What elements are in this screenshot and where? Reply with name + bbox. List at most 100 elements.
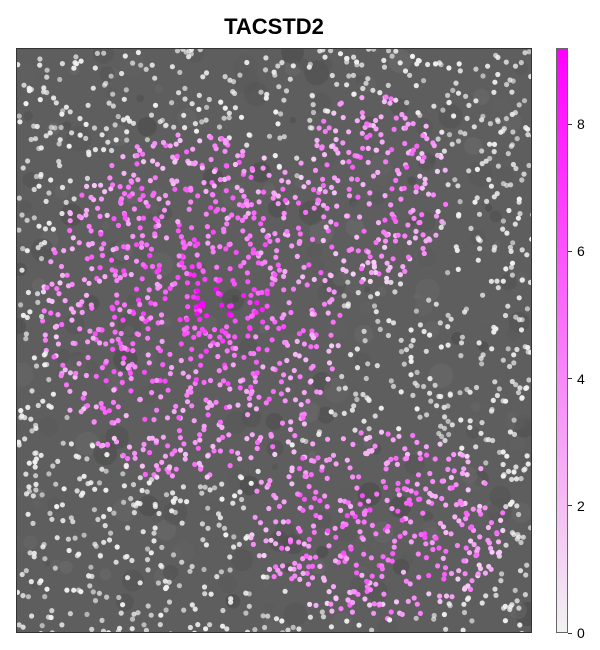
cell-spot	[114, 277, 120, 284]
cell-spot	[412, 235, 418, 241]
cell-spot	[35, 299, 41, 305]
cell-spot	[121, 499, 127, 505]
cell-spot	[177, 69, 183, 75]
cell-spot	[191, 161, 198, 167]
cell-spot	[106, 630, 111, 632]
cell-spot	[32, 450, 38, 456]
cell-spot	[511, 417, 517, 423]
cell-spot	[290, 286, 297, 292]
cell-spot	[253, 359, 259, 365]
cell-spot	[94, 50, 100, 56]
cell-spot	[281, 499, 287, 505]
cell-spot	[373, 309, 379, 315]
cell-spot	[184, 280, 191, 286]
cell-spot	[210, 443, 216, 449]
cell-spot	[122, 215, 128, 221]
cell-spot	[478, 355, 484, 361]
cell-spot	[342, 385, 348, 391]
cell-spot	[264, 347, 270, 353]
cell-spot	[509, 476, 515, 482]
cell-spot	[389, 211, 395, 217]
cell-spot	[148, 112, 155, 118]
cell-spot	[446, 99, 452, 105]
cell-spot	[227, 404, 233, 410]
cell-spot	[59, 210, 65, 217]
cell-spot	[461, 558, 467, 564]
cell-spot	[278, 111, 284, 117]
cell-spot	[118, 610, 124, 616]
cell-spot	[241, 193, 247, 199]
cell-spot	[365, 498, 372, 504]
cell-spot	[297, 576, 303, 583]
cell-spot	[517, 385, 523, 391]
cell-spot	[477, 534, 483, 540]
cell-spot	[420, 245, 426, 252]
cell-spot	[279, 315, 285, 321]
cell-spot	[287, 537, 294, 543]
cell-spot	[260, 364, 266, 370]
cell-spot	[510, 78, 516, 84]
cell-spot	[156, 267, 162, 273]
cell-spot	[128, 496, 134, 502]
cell-spot	[313, 602, 319, 609]
cell-spot	[129, 616, 136, 622]
cell-spot	[526, 162, 531, 169]
cell-spot	[137, 501, 143, 507]
cell-spot	[394, 167, 400, 173]
cell-spot	[195, 280, 201, 286]
cell-spot	[518, 60, 524, 66]
cell-spot	[291, 449, 297, 455]
cell-spot	[102, 274, 108, 280]
colorbar-tick-mark	[568, 250, 572, 252]
cell-spot	[365, 361, 371, 367]
cell-spot	[282, 339, 288, 345]
cell-spot	[119, 70, 125, 77]
cell-spot	[47, 510, 53, 516]
cell-spot	[337, 101, 343, 107]
cell-spot	[127, 308, 133, 315]
cell-spot	[280, 186, 286, 192]
cell-spot	[86, 149, 92, 155]
cell-spot	[75, 302, 81, 308]
cell-spot	[220, 378, 227, 384]
cell-spot	[503, 59, 509, 65]
cell-spot	[514, 346, 520, 353]
cell-spot	[448, 531, 454, 537]
cell-spot	[320, 237, 326, 244]
cell-spot	[496, 549, 503, 555]
cell-spot	[149, 263, 156, 270]
cell-spot	[144, 242, 150, 248]
cell-spot	[399, 611, 405, 618]
cell-spot	[148, 246, 154, 252]
cell-spot	[222, 140, 229, 146]
cell-spot	[483, 593, 489, 599]
cell-spot	[324, 475, 330, 481]
cell-spot	[346, 159, 352, 165]
cell-spot	[137, 147, 143, 153]
cell-spot	[275, 262, 281, 268]
cell-spot	[328, 184, 335, 190]
cell-spot	[515, 390, 522, 396]
cell-spot	[39, 313, 45, 320]
cell-spot	[40, 289, 47, 295]
cell-spot	[396, 492, 402, 498]
cell-spot	[388, 279, 394, 285]
cell-spot	[33, 422, 39, 428]
cell-spot	[34, 123, 40, 130]
cell-spot	[205, 240, 211, 246]
cell-spot	[42, 594, 48, 600]
cell-spot	[120, 117, 127, 123]
cell-spot	[67, 388, 73, 394]
cell-spot	[109, 420, 115, 426]
cell-spot	[372, 443, 378, 449]
cell-spot	[347, 465, 353, 471]
cell-spot	[244, 388, 250, 394]
cell-spot	[154, 161, 160, 167]
cell-spot	[296, 240, 302, 246]
cell-spot	[371, 264, 377, 270]
cell-spot	[458, 501, 464, 507]
cell-spot	[275, 201, 281, 207]
cell-spot	[395, 232, 401, 238]
cell-spot	[475, 571, 481, 577]
cell-spot	[398, 196, 404, 202]
